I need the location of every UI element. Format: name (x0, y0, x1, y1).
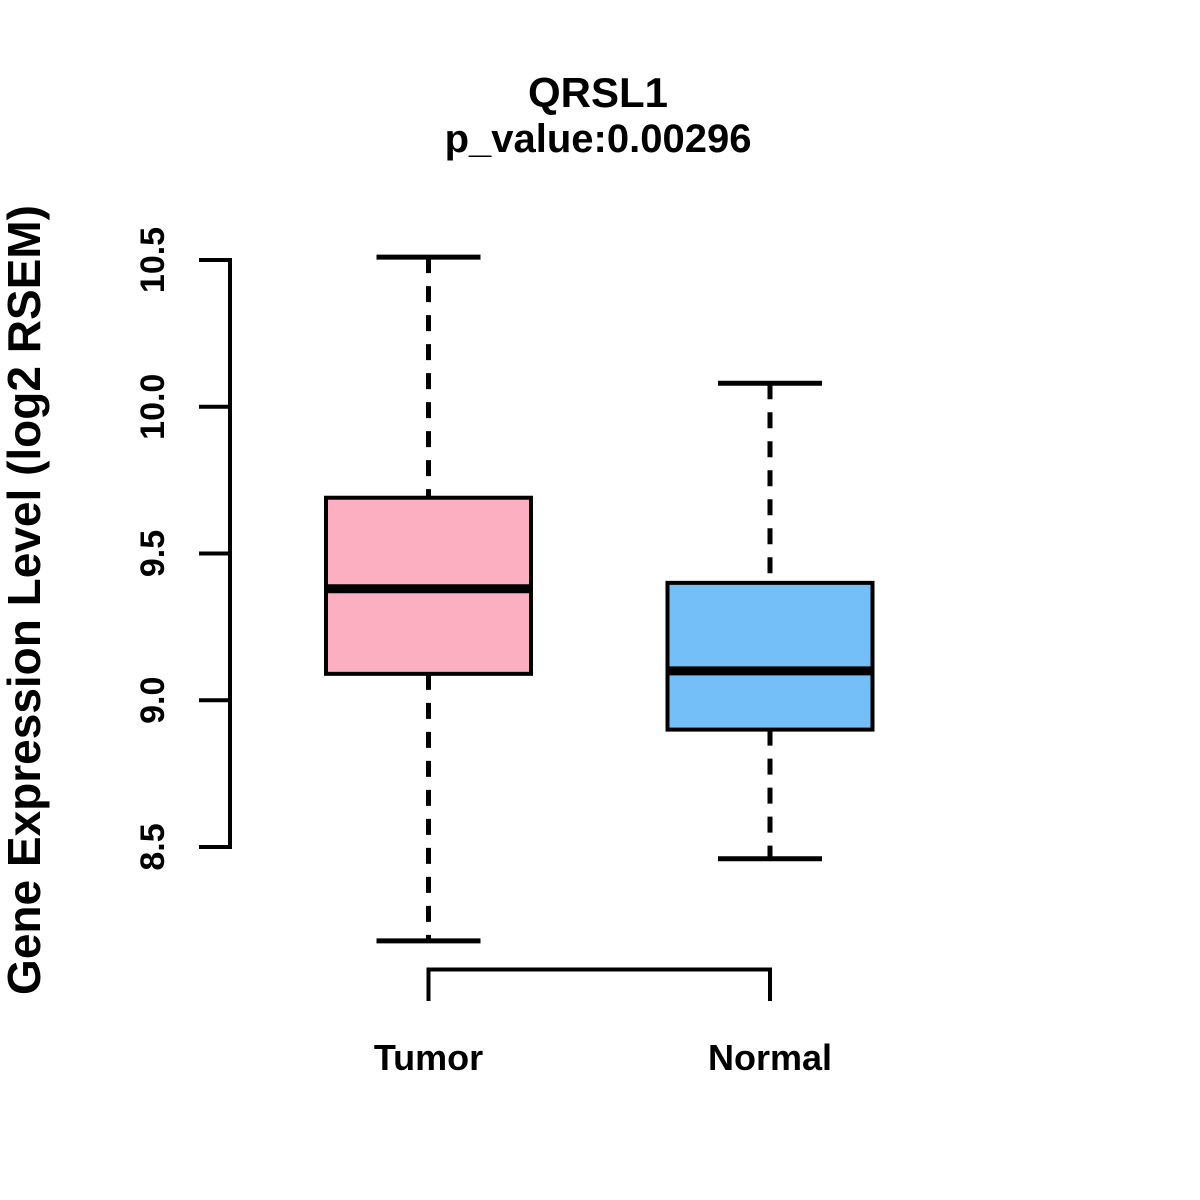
chart-title-gene-name: QRSL1 (528, 69, 668, 116)
y-tick-label-8-5: 8.5 (134, 823, 172, 870)
chart-title-block: QRSL1 p_value:0.00296 (445, 69, 752, 161)
y-tick-label-9-0: 9.0 (134, 677, 172, 724)
y-tick-label-9-5: 9.5 (134, 530, 172, 577)
y-axis-title: Gene Expression Level (log2 RSEM) (0, 205, 50, 995)
boxplot-series (324, 254, 875, 944)
iqr-box-normal (665, 580, 875, 732)
group-label-normal: Normal (708, 1037, 832, 1078)
y-tick-label-10-0: 10.0 (134, 374, 172, 440)
x-axis (426, 967, 772, 1001)
group-label-tumor: Tumor (374, 1037, 483, 1078)
y-axis: 8.5 9.0 9.5 10.0 10.5 (134, 227, 232, 871)
chart-title-p-value: p_value:0.00296 (445, 117, 752, 161)
x-axis-labels: Tumor Normal (374, 1037, 832, 1078)
y-tick-label-10-5: 10.5 (134, 227, 172, 293)
